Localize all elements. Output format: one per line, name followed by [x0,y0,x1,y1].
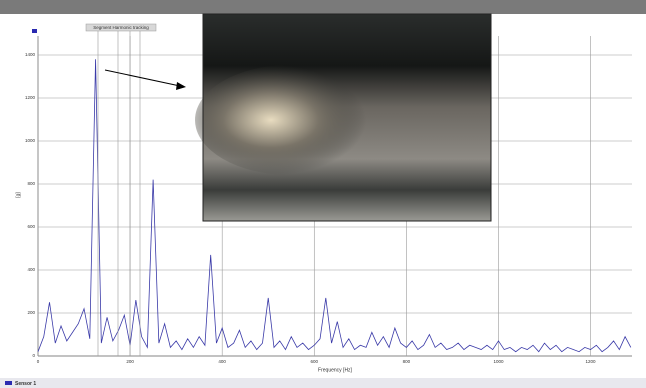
y-tick-label: 1200 [25,95,36,100]
y-tick-label: 0 [32,353,35,358]
y-tick-label: 400 [27,267,35,272]
x-tick-label: 200 [126,359,134,364]
legend-swatch [5,381,12,385]
x-axis-label: Frequency [Hz] [318,367,353,373]
header-label: Segment Harmonic tracking [93,25,149,30]
x-tick-label: 1000 [493,359,504,364]
x-tick-label: 0 [37,359,40,364]
arrow-head [176,82,186,90]
y-tick-label: 1000 [25,138,36,143]
inset-photo [195,13,492,222]
x-tick-label: 1200 [586,359,597,364]
y-tick-label: 1400 [25,52,36,57]
series-line [37,59,632,353]
x-tick-label: 400 [218,359,226,364]
y-tick-label: 200 [27,310,35,315]
x-tick-label: 600 [311,359,319,364]
header-label-box [85,23,157,32]
y-tick-label: 800 [27,181,35,186]
legend-label: Sensor 1 [15,381,36,387]
y-axis-label: [g] [15,192,21,198]
legend-icon [32,29,37,33]
y-tick-label: 600 [27,224,35,229]
x-tick-label: 800 [403,359,411,364]
title-bar [0,0,646,14]
legend-bar [0,378,646,388]
arrow [104,69,181,87]
